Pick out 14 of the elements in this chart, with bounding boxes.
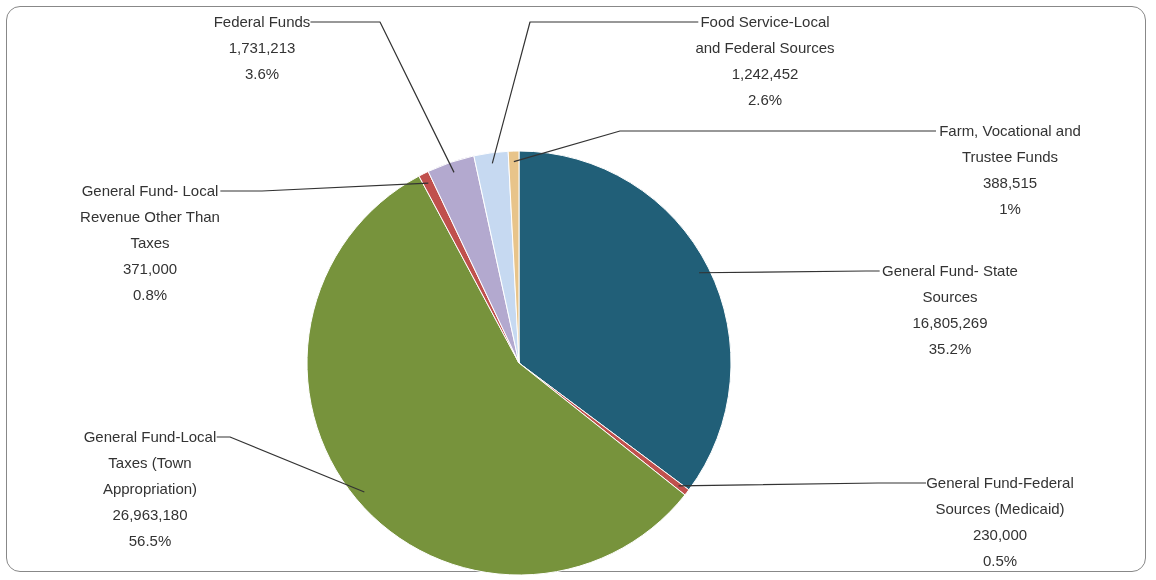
slice-label: Food Service-Local and Federal Sources	[695, 13, 835, 56]
data-label: 16,805,269 35.2%	[912, 314, 988, 357]
data-label: 371,000 0.8%	[122, 260, 178, 303]
slice-label: Federal Funds	[213, 13, 311, 30]
data-label: 230,000 0.5%	[972, 526, 1028, 569]
data-label: 26,963,180 56.5%	[112, 506, 188, 549]
slice-label: Farm, Vocational and Trustee Funds	[939, 122, 1081, 165]
slice-label: General Fund-Local Taxes (Town Appropriation)	[83, 428, 217, 497]
slice-label: General Fund- State Sources	[882, 262, 1018, 305]
slice-label: General Fund- Local Revenue Other Than Taxes	[80, 182, 220, 251]
slice-label: General Fund-Federal Sources (Medicaid)	[926, 474, 1074, 517]
data-label: 1,242,452 2.6%	[731, 65, 799, 108]
data-label: 1,731,213 3.6%	[228, 39, 296, 82]
data-label: 388,515 1%	[982, 174, 1038, 217]
